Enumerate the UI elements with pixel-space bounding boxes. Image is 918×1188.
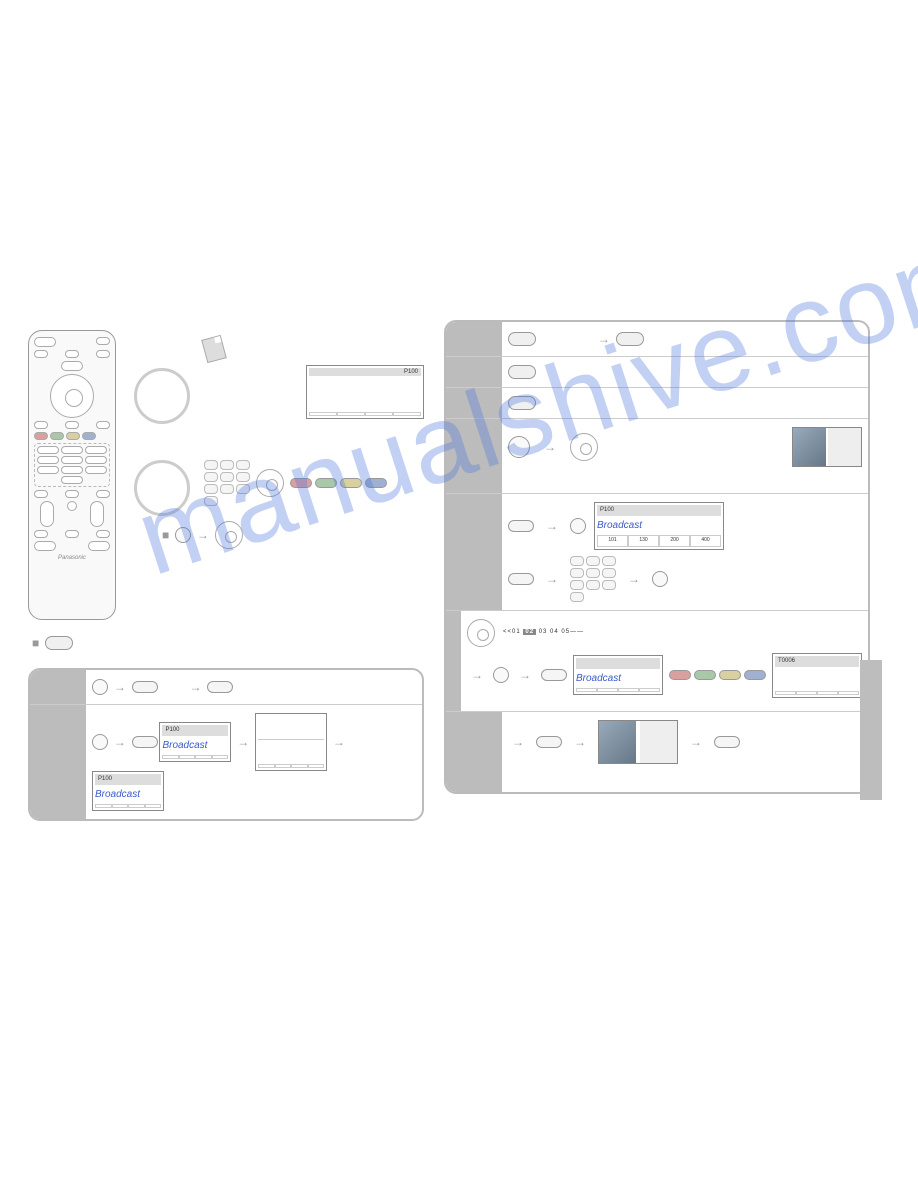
r-row2b-body [502, 388, 868, 418]
right-panel: → [444, 320, 870, 794]
r-row3-body: → [502, 419, 868, 493]
r6-btn1[interactable] [536, 736, 562, 748]
callout-circle-upper [134, 368, 190, 424]
ftp-box1: P100 Broadcast [159, 722, 231, 762]
r-row5-body: <<01 <<01 02 03 04 05——02 03 04 05—— → →… [461, 611, 868, 711]
sd-card-icon [201, 335, 227, 363]
r4-btn4[interactable] [652, 571, 668, 587]
side-tab [860, 660, 882, 800]
r5-box-right: T0006 [772, 653, 862, 698]
color-buttons-icon [290, 478, 387, 488]
r-row1-body: → [502, 322, 868, 356]
dpad-icon [256, 469, 284, 497]
r4-tele-bcast: Broadcast [597, 516, 721, 535]
callout-circle-lower [134, 460, 190, 516]
right-page: → [444, 340, 876, 794]
r4-numpad [570, 556, 616, 602]
ftp-btn1[interactable] [92, 734, 108, 750]
subpage-button[interactable] [508, 365, 536, 379]
r6-photo [598, 720, 678, 764]
panel-l-row1-body: → → [86, 670, 422, 704]
ftp-box3-bcast: Broadcast [95, 785, 161, 804]
r3-dpad [570, 433, 598, 461]
r-row6-label [446, 712, 502, 792]
remote-brand-label: Panasonic [34, 555, 110, 561]
r4-f1: 130 [628, 535, 659, 547]
r5-box-left: Broadcast [573, 655, 663, 695]
numpad-icon [204, 460, 250, 506]
ftp-btn2[interactable] [132, 736, 158, 748]
r5-dpad [467, 619, 495, 647]
r-row2b-label [446, 388, 502, 418]
r4-btn3[interactable] [508, 573, 534, 585]
r6-btn2[interactable] [714, 736, 740, 748]
r5-br-title: T0006 [775, 656, 859, 667]
r-row5-label [446, 611, 461, 711]
ftp-box2 [255, 713, 327, 771]
teletext-index-box: P100 [306, 365, 424, 419]
r-row4-body: → P100 Broadcast 101 130 200 400 [502, 494, 868, 610]
r4-btn2[interactable] [570, 518, 586, 534]
r4-btn1[interactable] [508, 520, 534, 532]
r4-telebox: P100 Broadcast 101 130 200 400 [594, 502, 724, 550]
r-row6-body: → → → [502, 712, 868, 792]
left-page: Panasonic P100 [28, 340, 428, 794]
r3-preview [792, 427, 862, 467]
r-row1-label [446, 322, 502, 356]
reveal-btn3[interactable] [207, 681, 233, 693]
ftp-box3-hdr: P100 [95, 774, 161, 785]
r5-bl-title: Broadcast [576, 669, 660, 688]
panel-l-row3-label [30, 705, 86, 819]
r-row2-body [502, 357, 868, 387]
panel-l-row1-label [30, 670, 86, 704]
panel-l-row3-body: → P100 Broadcast → → [86, 705, 422, 819]
r-row2-label [446, 357, 502, 387]
reveal-btn1[interactable] [92, 679, 108, 695]
r5-timeline: <<01 <<01 02 03 04 05——02 03 04 05—— [503, 628, 584, 637]
r4-f3: 400 [690, 535, 721, 547]
ftp-box1-hdr: P100 [162, 725, 228, 736]
r-row3-label [446, 419, 502, 493]
index-button[interactable] [508, 332, 536, 346]
r-row4-label [446, 494, 502, 610]
r5-btn1[interactable] [493, 667, 509, 683]
exit-button-icon[interactable] [45, 636, 73, 650]
ftp-box3: P100 Broadcast [92, 771, 164, 811]
r5-colors [669, 670, 766, 680]
r4-f0: 101 [597, 535, 628, 547]
reveal-btn2[interactable] [132, 681, 158, 693]
dpad-adjust-icon [215, 521, 243, 549]
tele-header: P100 [309, 368, 421, 376]
contrast-option: ■ → [158, 521, 418, 549]
r5-btn2[interactable] [541, 669, 567, 681]
step2-teletext-label [204, 337, 424, 361]
r3-btn[interactable] [508, 436, 530, 458]
menu-button-icon[interactable] [175, 527, 191, 543]
r4-f2: 200 [659, 535, 690, 547]
left-panel: → → → P100 Broadcast [28, 668, 424, 821]
hold-button[interactable] [508, 396, 536, 410]
ftp-box1-bcast: Broadcast [162, 736, 228, 755]
remote-control-illustration: Panasonic [28, 330, 116, 620]
index-button-2[interactable] [616, 332, 644, 346]
r4-tele-hdr: P100 [597, 505, 721, 516]
